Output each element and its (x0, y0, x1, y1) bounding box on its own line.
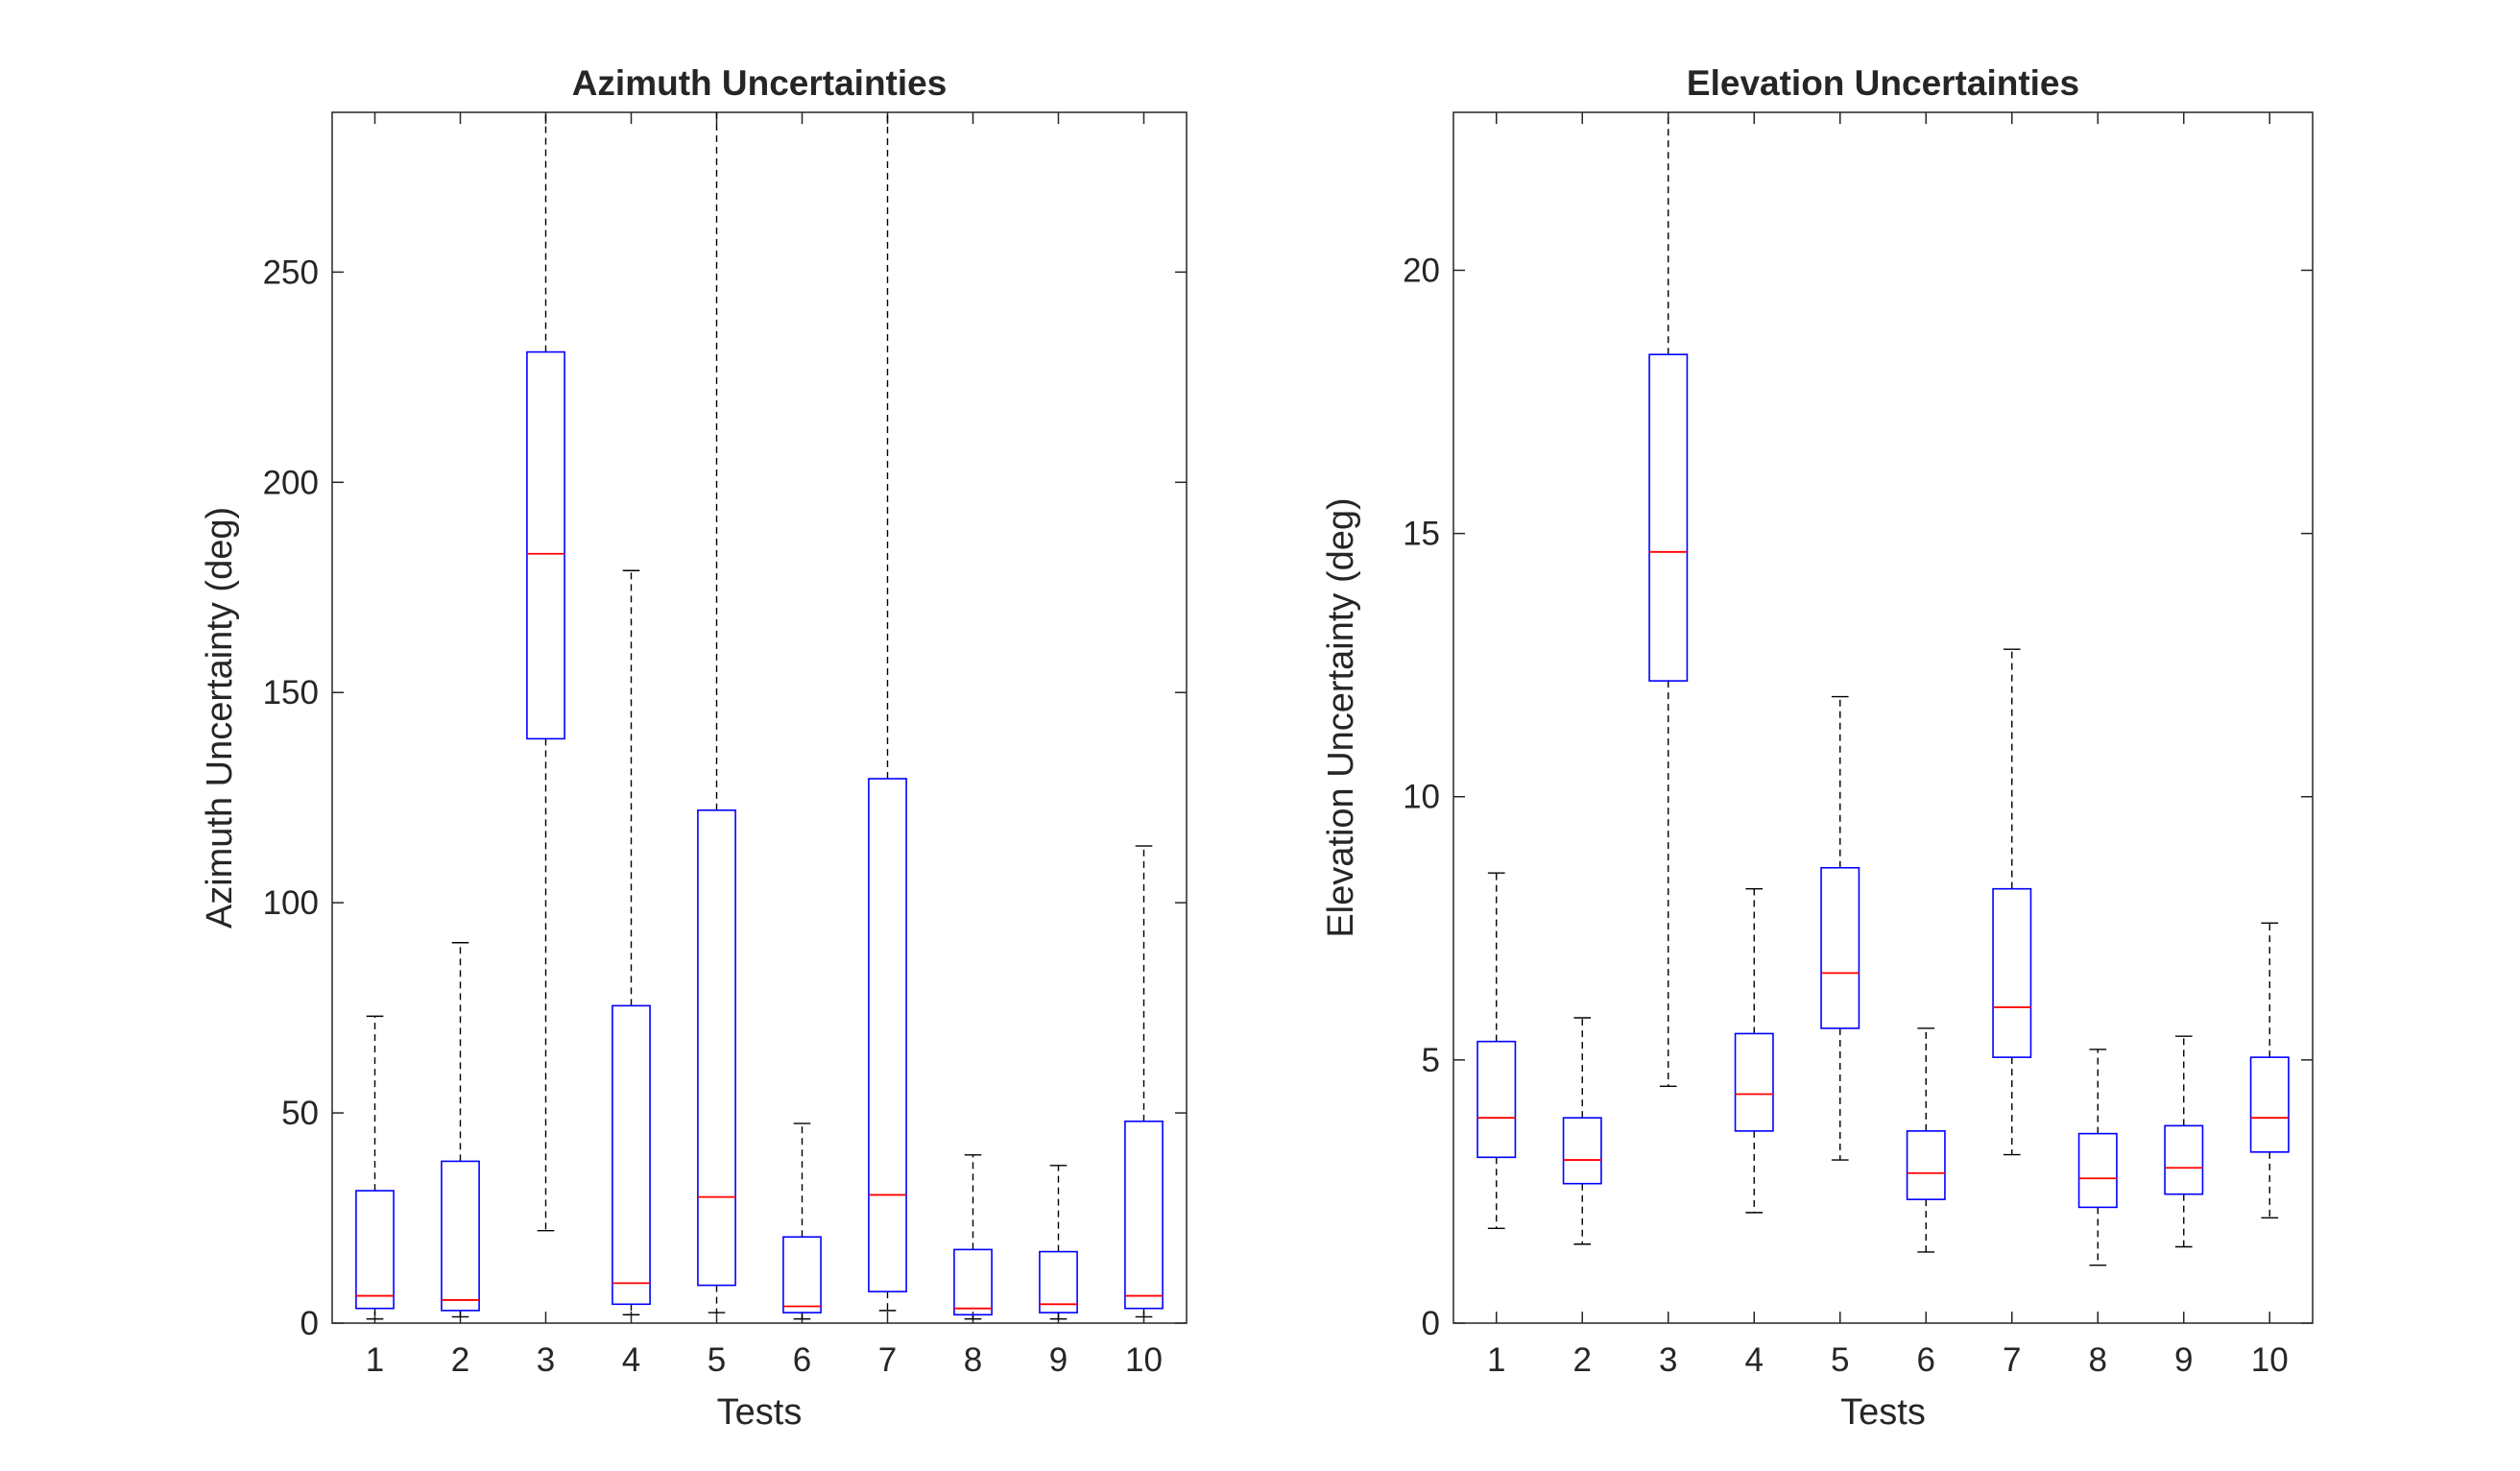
x-tick-label: 6 (1917, 1341, 1935, 1379)
y-tick-label: 20 (1403, 252, 1440, 289)
box-3 (1648, 353, 1689, 682)
x-tick-label: 3 (537, 1341, 555, 1379)
x-tick-label: 7 (2003, 1341, 2021, 1379)
axes-frame (331, 111, 1188, 1324)
box-8 (953, 1248, 993, 1316)
elevation-panel: Elevation Uncertainties Tests Elevation … (1321, 63, 2314, 1433)
box-9 (1039, 1250, 1078, 1314)
y-tick-label: 200 (263, 464, 319, 501)
box-5 (1820, 866, 1860, 1029)
box-2 (1562, 1117, 1602, 1185)
y-tick-label: 0 (1422, 1305, 1440, 1342)
y-tick-label: 150 (263, 674, 319, 711)
x-tick-label: 7 (878, 1341, 897, 1379)
x-tick-label: 9 (1049, 1341, 1068, 1379)
y-tick-label: 0 (300, 1305, 319, 1342)
box-10 (2249, 1056, 2290, 1153)
y-tick-label: 250 (263, 253, 319, 291)
x-tick-label: 5 (1831, 1341, 1849, 1379)
chart-title: Elevation Uncertainties (1687, 63, 2079, 103)
x-tick-label: 2 (451, 1341, 469, 1379)
x-axis-label: Tests (717, 1392, 803, 1433)
box-8 (2077, 1132, 2118, 1209)
x-tick-label: 1 (1487, 1341, 1505, 1379)
box-1 (355, 1190, 395, 1310)
x-axis-label: Tests (1840, 1392, 1926, 1433)
box-10 (1124, 1121, 1164, 1310)
x-tick-label: 4 (622, 1341, 640, 1379)
y-tick-label: 10 (1403, 779, 1440, 816)
x-tick-label: 9 (2174, 1341, 2193, 1379)
box-1 (1476, 1040, 1517, 1159)
x-tick-label: 6 (793, 1341, 811, 1379)
x-tick-label: 8 (964, 1341, 982, 1379)
x-tick-label: 10 (1125, 1341, 1163, 1379)
box-4 (1734, 1032, 1774, 1132)
box-6 (782, 1236, 822, 1314)
box-4 (612, 1004, 651, 1306)
box-7 (1992, 887, 2032, 1058)
box-9 (2164, 1124, 2204, 1195)
box-2 (441, 1160, 480, 1312)
y-tick-label: 100 (263, 884, 319, 922)
y-tick-label: 50 (281, 1095, 319, 1132)
x-tick-label: 4 (1745, 1341, 1764, 1379)
axes-frame (1452, 111, 2314, 1324)
x-tick-label: 8 (2089, 1341, 2107, 1379)
y-axis-label: Azimuth Uncertainty (deg) (200, 507, 240, 928)
box-5 (697, 809, 736, 1287)
y-tick-label: 15 (1403, 516, 1440, 553)
x-tick-label: 10 (2251, 1341, 2289, 1379)
chart-title: Azimuth Uncertainties (572, 63, 948, 103)
x-tick-label: 5 (708, 1341, 726, 1379)
y-axis-label: Elevation Uncertainty (deg) (1321, 497, 1361, 937)
azimuth-panel: Azimuth Uncertainties Tests Azimuth Unce… (200, 63, 1188, 1433)
box-6 (1906, 1130, 1946, 1200)
x-tick-label: 2 (1573, 1341, 1592, 1379)
x-tick-label: 1 (366, 1341, 384, 1379)
box-7 (868, 778, 907, 1292)
box-3 (526, 350, 565, 740)
x-tick-label: 3 (1659, 1341, 1677, 1379)
y-tick-label: 5 (1422, 1042, 1440, 1079)
